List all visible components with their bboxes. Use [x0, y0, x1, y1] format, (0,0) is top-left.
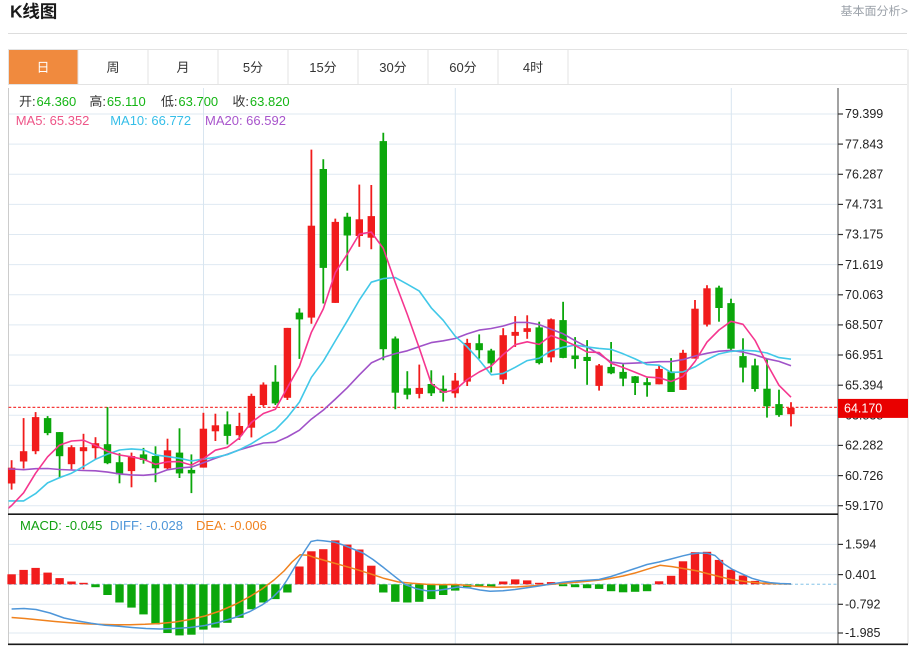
svg-text:DIFF: -0.028: DIFF: -0.028 — [110, 518, 183, 533]
svg-text:-0.792: -0.792 — [845, 598, 880, 612]
svg-text:MA5: 65.352: MA5: 65.352 — [16, 113, 90, 128]
svg-text:76.287: 76.287 — [845, 168, 883, 182]
svg-text:-1.985: -1.985 — [845, 626, 880, 640]
svg-text::: : — [102, 94, 106, 109]
svg-text:68.507: 68.507 — [845, 318, 883, 332]
svg-text:79.399: 79.399 — [845, 107, 883, 121]
svg-text:15: 15 — [309, 60, 323, 75]
svg-text:MACD: -0.045: MACD: -0.045 — [20, 518, 102, 533]
svg-text:65.394: 65.394 — [845, 378, 883, 392]
svg-text:>: > — [901, 4, 908, 18]
svg-text::: : — [32, 94, 36, 109]
svg-text:66.951: 66.951 — [845, 348, 883, 362]
svg-text:62.282: 62.282 — [845, 439, 883, 453]
svg-text:73.175: 73.175 — [845, 228, 883, 242]
svg-text::: : — [174, 94, 178, 109]
svg-text:MA10: 66.772: MA10: 66.772 — [110, 113, 191, 128]
svg-text:64.360: 64.360 — [37, 94, 77, 109]
svg-text:77.843: 77.843 — [845, 137, 883, 151]
svg-text:1.594: 1.594 — [845, 538, 876, 552]
svg-text:65.110: 65.110 — [107, 94, 146, 109]
svg-text:K: K — [10, 2, 23, 22]
svg-text:MA20: 66.592: MA20: 66.592 — [205, 113, 286, 128]
svg-text:0.401: 0.401 — [845, 568, 876, 582]
svg-text::: : — [245, 94, 249, 109]
svg-text:74.731: 74.731 — [845, 198, 883, 212]
svg-text:59.170: 59.170 — [845, 499, 883, 513]
svg-text:64.170: 64.170 — [844, 402, 882, 416]
svg-text:71.619: 71.619 — [845, 258, 883, 272]
svg-text:60.726: 60.726 — [845, 469, 883, 483]
svg-text:70.063: 70.063 — [845, 288, 883, 302]
svg-text:60: 60 — [449, 60, 463, 75]
svg-text:63.820: 63.820 — [250, 94, 290, 109]
svg-text:5: 5 — [243, 60, 250, 75]
svg-text:63.700: 63.700 — [178, 94, 218, 109]
svg-text:4: 4 — [523, 60, 530, 75]
svg-text:DEA: -0.006: DEA: -0.006 — [196, 518, 267, 533]
svg-text:30: 30 — [379, 60, 393, 75]
